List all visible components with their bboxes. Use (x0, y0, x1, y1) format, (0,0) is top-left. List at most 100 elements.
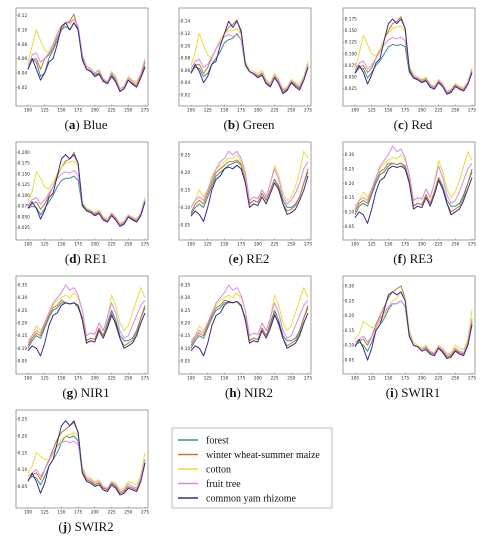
legend: forest winter wheat-summer maize cotton fru… (171, 427, 333, 509)
plot-frame (15, 409, 149, 509)
plot-frame (15, 141, 149, 241)
x-tick-label: 275 (304, 376, 312, 381)
caption-close-paren: ) (239, 251, 247, 266)
y-tick-label: 0.125 (345, 40, 357, 45)
x-tick-label: 100 (24, 510, 32, 515)
y-tick-label: 0.30 (181, 295, 191, 300)
panel-caption: (h) NIR2 (225, 385, 273, 400)
panel-caption: (g) NIR1 (62, 385, 109, 400)
caption-band-name: NIR1 (81, 385, 110, 400)
series-line-common-yam-rhizome (27, 420, 146, 496)
x-tick-label: 225 (271, 242, 279, 247)
y-tick-label: 0.10 (18, 467, 28, 472)
y-tick-label: 0.08 (18, 42, 28, 47)
x-tick-label: 225 (271, 376, 279, 381)
x-tick-label: 275 (141, 510, 149, 515)
y-tick-label: 0.10 (18, 346, 28, 351)
x-tick-label: 225 (435, 376, 443, 381)
series-line-fruit-tree (190, 284, 309, 344)
x-tick-label: 250 (451, 242, 459, 247)
x-tick-label: 250 (287, 242, 295, 247)
caption-band-name: SWIR2 (75, 519, 114, 534)
x-tick-label: 150 (384, 108, 392, 113)
y-tick-label: 0.15 (181, 333, 191, 338)
panel-caption: (c) Red (394, 117, 433, 132)
caption-band-name: Blue (83, 117, 108, 132)
y-tick-label: 0.100 (18, 193, 30, 198)
caption-close-paren: ) (75, 117, 83, 132)
y-tick-label: 0.20 (181, 321, 191, 326)
y-tick-label: 0.10 (181, 205, 191, 210)
y-tick-label: 0.12 (181, 31, 191, 36)
series-line-fruit-tree (354, 145, 473, 210)
x-tick-label: 275 (468, 242, 476, 247)
x-tick-label: 250 (124, 108, 132, 113)
panel-c: 0.025 0.050 0.075 0.100 0.125 0.150 0.175 100 12… (342, 7, 476, 132)
y-tick-label: 0.175 (18, 161, 30, 166)
y-tick-label: 0.10 (181, 346, 191, 351)
x-tick-label: 275 (304, 108, 312, 113)
y-tick-label: 0.150 (345, 28, 357, 33)
x-tick-label: 225 (108, 510, 116, 515)
x-tick-label: 200 (254, 376, 262, 381)
y-tick-label: 0.05 (181, 222, 191, 227)
x-tick-label: 125 (41, 108, 49, 113)
x-tick-label: 275 (468, 376, 476, 381)
series-line-fruit-tree (27, 18, 146, 90)
y-tick-label: 0.20 (18, 321, 28, 326)
y-tick-label: 0.15 (181, 187, 191, 192)
y-tick-label: 0.200 (18, 150, 30, 155)
y-tick-label: 0.12 (18, 13, 28, 18)
x-tick-label: 100 (351, 376, 359, 381)
x-tick-label: 150 (384, 376, 392, 381)
plot-frame (342, 141, 476, 241)
series-line-common-yam-rhizome (354, 18, 473, 95)
x-tick-label: 200 (91, 510, 99, 515)
x-tick-label: 200 (91, 108, 99, 113)
x-tick-label: 125 (368, 108, 376, 113)
x-tick-label: 175 (237, 108, 245, 113)
series-line-common-yam-rhizome (27, 302, 146, 357)
panel-caption: (f) RE3 (393, 251, 432, 266)
x-tick-label: 125 (368, 242, 376, 247)
caption-close-paren: ) (402, 251, 410, 266)
caption-open-paren: ( (393, 251, 397, 266)
panel-a: 0.02 0.04 0.06 0.08 0.10 0.12 100 125 150 175 200 2… (15, 7, 149, 132)
panel-e: 0.05 0.10 0.15 0.20 0.25 100 125 150 175 200 225 25… (178, 141, 312, 266)
y-tick-label: 0.35 (18, 283, 28, 288)
x-tick-label: 100 (187, 108, 195, 113)
x-tick-label: 250 (124, 376, 132, 381)
legend-label: cotton (206, 465, 231, 476)
y-tick-label: 0.25 (181, 308, 191, 313)
x-tick-label: 125 (41, 242, 49, 247)
series-line-common-yam-rhizome (190, 164, 309, 222)
x-tick-label: 150 (220, 376, 228, 381)
x-tick-label: 175 (237, 242, 245, 247)
legend-label: common yam rhizome (206, 494, 297, 505)
x-tick-label: 225 (435, 242, 443, 247)
x-tick-label: 125 (204, 108, 212, 113)
y-tick-label: 0.25 (345, 298, 355, 303)
y-tick-label: 0.02 (18, 85, 28, 90)
x-tick-label: 175 (74, 108, 82, 113)
y-tick-label: 0.10 (345, 209, 355, 214)
x-tick-label: 125 (41, 510, 49, 515)
plot-frame (178, 275, 312, 375)
panel-d: 0.025 0.050 0.075 0.100 0.125 0.150 0.175 0.200… (15, 141, 149, 266)
y-tick-label: 0.25 (18, 308, 28, 313)
panel-h: 0.05 0.10 0.15 0.20 0.25 0.30 0.35 100 125 150 175… (178, 275, 312, 400)
caption-letter: f (398, 251, 403, 266)
y-tick-label: 0.075 (18, 204, 30, 209)
x-tick-label: 175 (74, 242, 82, 247)
y-tick-label: 0.04 (181, 80, 191, 85)
y-tick-label: 0.050 (345, 75, 357, 80)
y-tick-label: 0.150 (18, 171, 30, 176)
y-tick-label: 0.05 (345, 358, 355, 363)
x-tick-label: 100 (24, 376, 32, 381)
x-tick-label: 100 (351, 108, 359, 113)
y-tick-label: 0.10 (181, 43, 191, 48)
y-tick-label: 0.025 (18, 225, 30, 230)
x-tick-label: 125 (204, 242, 212, 247)
x-tick-label: 250 (124, 510, 132, 515)
x-tick-label: 150 (220, 242, 228, 247)
